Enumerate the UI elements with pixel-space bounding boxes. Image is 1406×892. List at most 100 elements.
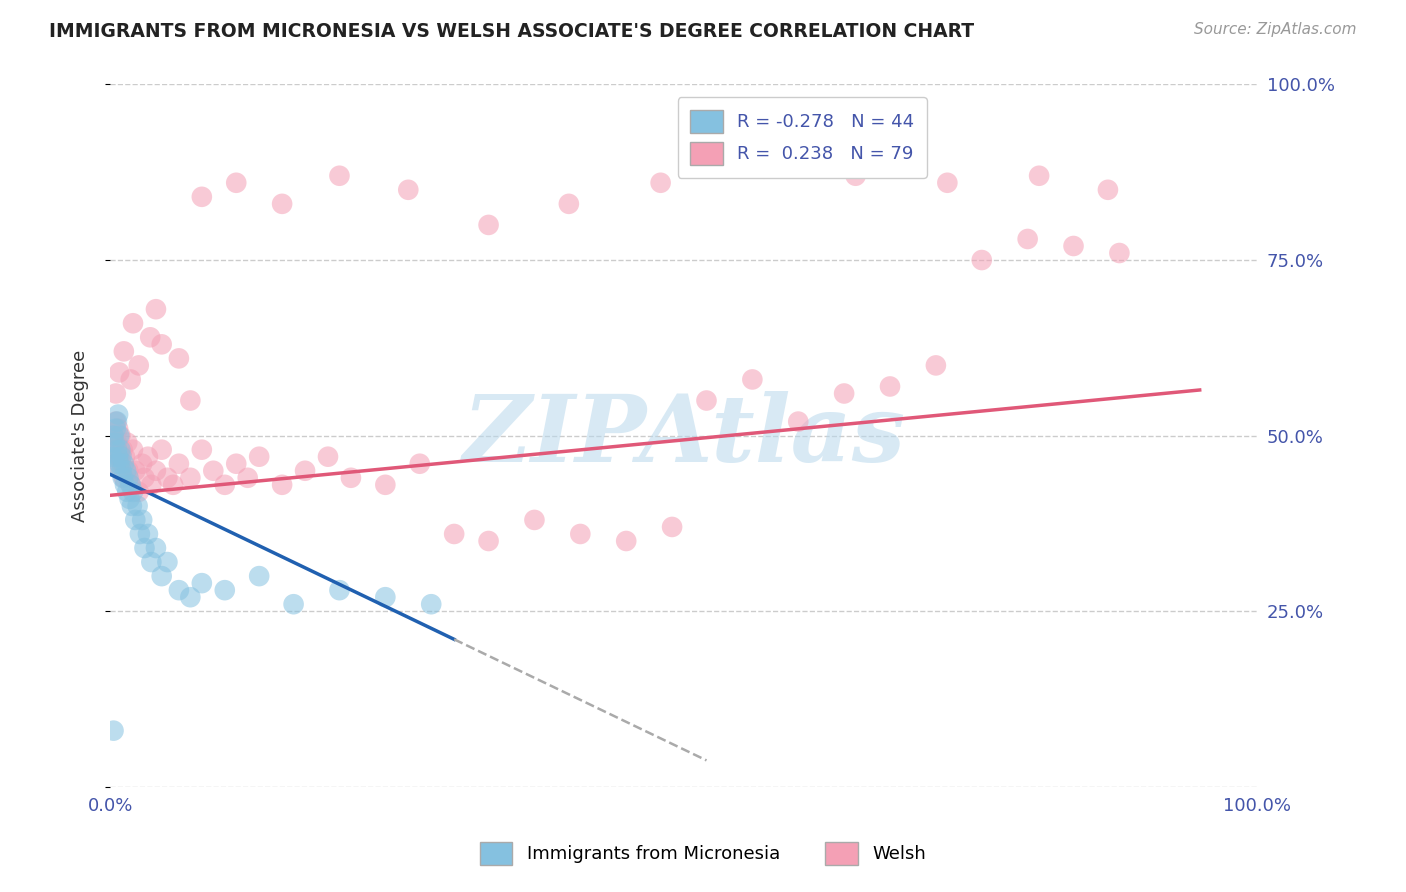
Point bbox=[1017, 232, 1039, 246]
Point bbox=[477, 534, 499, 549]
Point bbox=[247, 569, 270, 583]
Point bbox=[328, 169, 350, 183]
Point bbox=[167, 351, 190, 366]
Point bbox=[128, 527, 150, 541]
Point bbox=[145, 464, 167, 478]
Point bbox=[443, 527, 465, 541]
Point bbox=[127, 499, 149, 513]
Point bbox=[112, 471, 135, 485]
Point bbox=[122, 484, 145, 499]
Point bbox=[112, 457, 135, 471]
Point bbox=[970, 253, 993, 268]
Point bbox=[1108, 246, 1130, 260]
Point bbox=[150, 337, 173, 351]
Point bbox=[156, 471, 179, 485]
Point bbox=[122, 316, 145, 330]
Point bbox=[191, 190, 214, 204]
Point bbox=[124, 513, 146, 527]
Point bbox=[103, 428, 125, 442]
Point bbox=[104, 435, 127, 450]
Text: ZIPAtlas: ZIPAtlas bbox=[463, 391, 905, 481]
Point bbox=[162, 478, 184, 492]
Point bbox=[108, 457, 131, 471]
Point bbox=[179, 590, 201, 604]
Point bbox=[316, 450, 339, 464]
Point bbox=[110, 428, 132, 442]
Point bbox=[936, 176, 959, 190]
Point bbox=[120, 372, 142, 386]
Point bbox=[787, 415, 810, 429]
Point bbox=[294, 464, 316, 478]
Point bbox=[114, 478, 136, 492]
Point bbox=[110, 442, 132, 457]
Point bbox=[328, 583, 350, 598]
Point bbox=[101, 450, 124, 464]
Point bbox=[111, 471, 134, 485]
Point bbox=[105, 435, 128, 450]
Point bbox=[614, 534, 637, 549]
Point bbox=[374, 478, 396, 492]
Point bbox=[110, 457, 132, 471]
Point bbox=[121, 499, 143, 513]
Point bbox=[271, 478, 294, 492]
Point bbox=[477, 218, 499, 232]
Point bbox=[191, 576, 214, 591]
Y-axis label: Associate's Degree: Associate's Degree bbox=[72, 350, 89, 522]
Point bbox=[1063, 239, 1085, 253]
Point bbox=[141, 478, 163, 492]
Point bbox=[131, 457, 153, 471]
Point bbox=[104, 457, 127, 471]
Point bbox=[150, 442, 173, 457]
Point bbox=[105, 415, 128, 429]
Point bbox=[225, 176, 247, 190]
Legend: R = -0.278   N = 44, R =  0.238   N = 79: R = -0.278 N = 44, R = 0.238 N = 79 bbox=[678, 97, 927, 178]
Point bbox=[191, 442, 214, 457]
Point bbox=[879, 379, 901, 393]
Point bbox=[283, 597, 305, 611]
Point bbox=[741, 372, 763, 386]
Point bbox=[120, 478, 142, 492]
Point bbox=[117, 464, 139, 478]
Point bbox=[374, 590, 396, 604]
Point bbox=[104, 442, 127, 457]
Point bbox=[832, 386, 855, 401]
Point bbox=[134, 541, 156, 555]
Point bbox=[695, 393, 717, 408]
Point bbox=[925, 359, 948, 373]
Point bbox=[131, 513, 153, 527]
Point bbox=[134, 471, 156, 485]
Point bbox=[650, 176, 672, 190]
Point bbox=[569, 527, 592, 541]
Point bbox=[141, 555, 163, 569]
Point bbox=[103, 428, 125, 442]
Point bbox=[128, 484, 150, 499]
Point bbox=[108, 428, 131, 442]
Point bbox=[111, 442, 134, 457]
Point bbox=[136, 450, 159, 464]
Point bbox=[122, 442, 145, 457]
Text: IMMIGRANTS FROM MICRONESIA VS WELSH ASSOCIATE'S DEGREE CORRELATION CHART: IMMIGRANTS FROM MICRONESIA VS WELSH ASSO… bbox=[49, 22, 974, 41]
Point bbox=[845, 169, 868, 183]
Point bbox=[1097, 183, 1119, 197]
Point bbox=[167, 457, 190, 471]
Point bbox=[104, 386, 127, 401]
Text: Source: ZipAtlas.com: Source: ZipAtlas.com bbox=[1194, 22, 1357, 37]
Point bbox=[214, 478, 236, 492]
Point bbox=[104, 415, 127, 429]
Point bbox=[120, 478, 142, 492]
Point bbox=[236, 471, 259, 485]
Point bbox=[558, 197, 581, 211]
Point bbox=[108, 450, 131, 464]
Point bbox=[105, 442, 128, 457]
Point bbox=[523, 513, 546, 527]
Point bbox=[103, 723, 125, 738]
Point bbox=[167, 583, 190, 598]
Legend: Immigrants from Micronesia, Welsh: Immigrants from Micronesia, Welsh bbox=[472, 835, 934, 872]
Point bbox=[271, 197, 294, 211]
Point bbox=[752, 161, 775, 176]
Point bbox=[225, 457, 247, 471]
Point bbox=[145, 541, 167, 555]
Point bbox=[110, 450, 132, 464]
Point bbox=[117, 484, 139, 499]
Point bbox=[114, 450, 136, 464]
